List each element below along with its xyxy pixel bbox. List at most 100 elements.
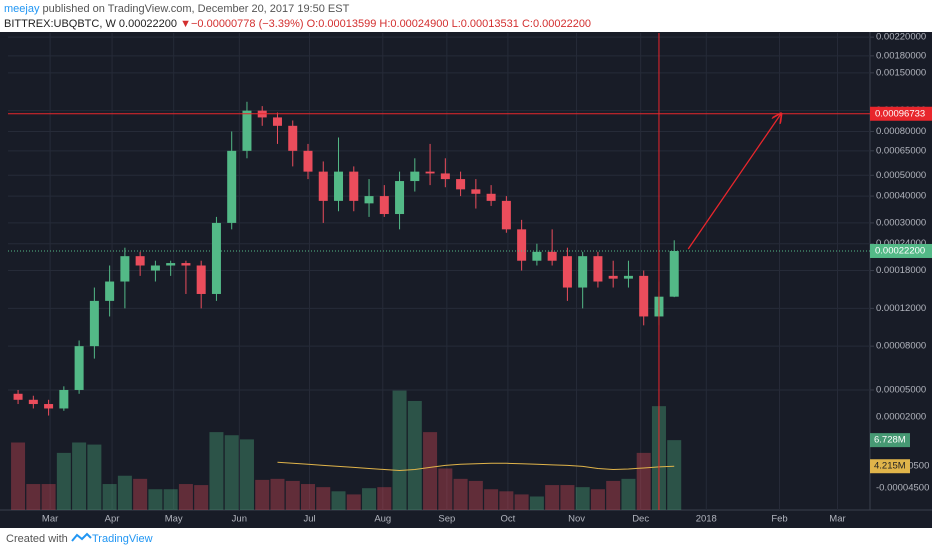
candle-body (395, 181, 405, 215)
candle-body (532, 251, 542, 261)
volume-bar (72, 442, 87, 510)
candle-body (303, 150, 313, 172)
candle-body (379, 196, 389, 215)
candle-body (669, 250, 679, 297)
x-tick-label: Mar (42, 514, 58, 525)
candle-body (150, 265, 160, 271)
y-tick-label: -0.00004500 (876, 483, 929, 494)
y-tick-label: 0.00065000 (876, 145, 926, 156)
candle-body (334, 171, 344, 201)
ohlc: O:0.00013599 (307, 18, 377, 30)
candle-body (471, 189, 481, 194)
candle-body (318, 171, 328, 201)
y-tick-label: 0.00024000 (876, 238, 926, 249)
volume-bar (438, 468, 453, 510)
volume-bar (407, 400, 422, 510)
symbol: BITTREX:UBQBTC, W (4, 18, 116, 30)
volume-bar (117, 475, 132, 510)
volume-bar (87, 444, 102, 510)
candle-body (211, 222, 221, 294)
volume-bar (392, 390, 407, 510)
candle-body (28, 399, 38, 405)
volume-bar (667, 440, 682, 510)
y-tick-label: 0.00002000 (876, 412, 926, 423)
volume-bar (468, 480, 483, 510)
candle-body (364, 196, 374, 204)
volume-bar (316, 487, 331, 510)
logo (71, 532, 92, 542)
axis-label: 4.215M (874, 461, 906, 472)
candle-body (105, 281, 115, 301)
price: 0.00022200 (119, 18, 177, 30)
x-tick-label: Mar (829, 514, 845, 525)
candle-body (501, 200, 511, 230)
volume-bar (148, 489, 163, 510)
candle-body (227, 150, 237, 223)
axis-label: 6.728M (874, 435, 906, 446)
axis-label-box (870, 243, 932, 258)
y-tick-label: 0.00012000 (876, 303, 926, 314)
header-line: BITTREX:UBQBTC, W 0.00022200 ▼−0.0000077… (4, 18, 591, 30)
candle-body (639, 275, 649, 317)
volume-bar (255, 479, 270, 510)
candle-body (425, 171, 435, 174)
volume-bar (560, 485, 575, 510)
volume-bar (285, 480, 300, 510)
footer-brand[interactable]: TradingView (92, 533, 153, 545)
arrow: ▼ (180, 18, 191, 30)
candle-body (166, 263, 176, 266)
axis-label-box (870, 459, 910, 474)
x-tick-label: 2018 (696, 514, 717, 525)
volume-bar (11, 442, 26, 510)
axis-label-box (870, 433, 910, 448)
x-tick-label: Jul (303, 514, 315, 525)
x-tick-label: Jun (232, 514, 247, 525)
volume-bar (346, 494, 361, 510)
candle-body (288, 125, 298, 151)
candle-body (593, 256, 603, 282)
volume-bar (636, 452, 651, 510)
volume-bar (590, 489, 605, 510)
footer-text: Created with (6, 533, 68, 545)
candle-body (44, 404, 54, 409)
volume-bar (362, 488, 377, 510)
x-tick-label: Nov (568, 514, 585, 525)
arrow (687, 114, 781, 250)
x-tick-label: Feb (771, 514, 787, 525)
volume-bar (529, 496, 544, 510)
candle-body (547, 251, 557, 261)
volume-bar (178, 484, 193, 510)
candle-body (242, 110, 252, 151)
y-tick-label: 0.00005000 (876, 384, 926, 395)
x-tick-label: Apr (105, 514, 120, 525)
volume-bar (41, 484, 56, 510)
candle-body (349, 171, 359, 201)
y-tick-label: 0.00080000 (876, 126, 926, 137)
candle-body (89, 300, 99, 347)
candle-body (181, 263, 191, 266)
candle-body (562, 256, 572, 288)
candle-body (456, 179, 466, 190)
candle-body (486, 193, 496, 201)
candle-body (74, 346, 84, 390)
author: meejay (4, 3, 40, 15)
volume-bar (224, 435, 239, 510)
volume-bar (423, 432, 438, 510)
volume-bar (163, 489, 178, 510)
volume-bar (194, 485, 209, 510)
y-tick-label: 0.00018000 (876, 265, 926, 276)
candle-body (272, 117, 282, 126)
candle-body (196, 265, 206, 294)
volume-bar (575, 487, 590, 510)
volume-bar (377, 487, 392, 510)
axis-label-box (870, 106, 932, 121)
y-tick-label: 0.00180000 (876, 50, 926, 61)
axis-label: 0.00096733 (875, 108, 925, 119)
change: −0.00000778 (−3.39%) (191, 18, 304, 30)
y-tick-label: 0.00050000 (876, 170, 926, 181)
volume-bar (56, 452, 71, 510)
y-tick-label: 0.00220000 (876, 32, 926, 43)
candle-body (517, 229, 527, 261)
volume-bar (300, 484, 315, 510)
